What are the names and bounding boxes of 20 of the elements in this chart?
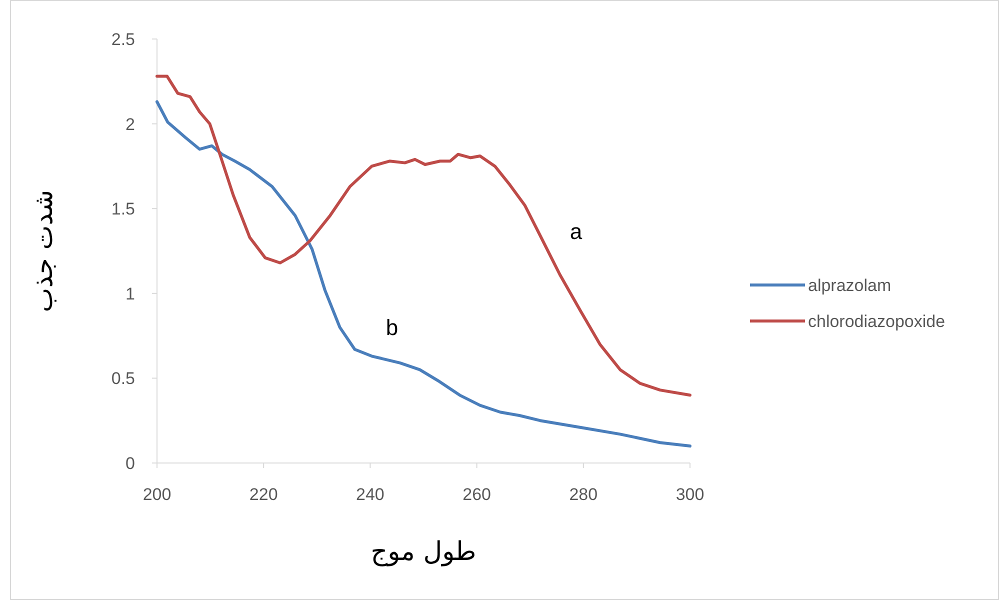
y-tick-label: 0.5 [111,369,135,388]
x-tick-label: 300 [676,485,704,504]
line-series [156,100,692,448]
x-tick-label: 280 [569,485,598,504]
x-tick-label: 220 [249,485,278,504]
y-tick-label: 2 [126,114,135,134]
x-axis-title: طول موج [370,537,476,567]
y-tick-label: 1.5 [111,200,135,219]
line-series [156,74,692,397]
annotation: b [386,315,398,340]
x-tick-label: 260 [462,485,491,504]
annotation: a [570,219,583,244]
x-tick-label: 200 [142,485,172,504]
x-tick-label: 240 [356,485,384,504]
legend-label: alprazolam [808,276,892,295]
y-tick-label: 2.5 [111,30,135,49]
y-tick-label: 0 [126,454,135,473]
y-tick-label: 1 [126,284,135,304]
legend-label: chlorodiazopoxide [808,312,946,331]
y-axis-title: شدت جذب [29,190,59,312]
